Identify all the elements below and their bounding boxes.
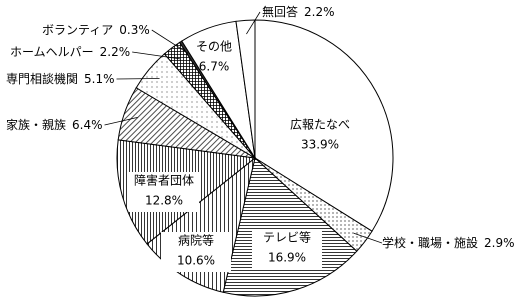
leader-line: [353, 232, 383, 244]
value-label: 16.9%: [268, 251, 306, 265]
slice-label-group: 専門相談機関 5.1%: [6, 71, 115, 86]
slice-label-group: ホームヘルパー 2.2%: [10, 45, 130, 59]
slice-label: その他: [196, 40, 232, 54]
slice-label-group: 学校・職場・施設 2.9%: [382, 235, 515, 250]
slice-label: 病院等: [178, 233, 214, 248]
value-label: 2.9%: [484, 236, 515, 250]
value-label: 33.9%: [301, 138, 339, 152]
slice-label-group: 無回答 2.2%: [262, 4, 335, 19]
value-label: 12.8%: [145, 194, 183, 208]
pie-slice: [254, 19, 394, 232]
value-label: 2.2%: [304, 5, 335, 19]
slice-label: 無回答: [262, 4, 298, 19]
slice-label: 学校・職場・施設: [382, 235, 478, 250]
label-bg: [129, 172, 199, 212]
value-label: 10.6%: [177, 254, 215, 268]
value-label: 2.2%: [100, 45, 131, 59]
slice-label: 専門相談機関: [6, 71, 78, 86]
slice-label: ホームヘルパー: [10, 45, 94, 59]
slice-label: ボランティア: [42, 23, 113, 37]
value-label: 0.3%: [119, 23, 150, 37]
value-label: 6.4%: [72, 118, 103, 132]
leader-line: [151, 29, 189, 54]
slice-label: 家族・親族: [6, 117, 66, 132]
leader-line: [132, 51, 181, 60]
slice-label-group: 家族・親族 6.4%: [6, 117, 103, 132]
value-label: 6.7%: [199, 60, 230, 74]
label-bg: [252, 229, 322, 269]
leader-line: [246, 11, 261, 35]
slice-label: テレビ等: [263, 231, 311, 245]
slice-label-group: ボランティア 0.3%: [42, 23, 150, 37]
label-bg: [161, 232, 231, 272]
slice-label: 広報たなべ: [290, 118, 350, 132]
slice-label: 障害者団体: [134, 173, 194, 188]
value-label: 5.1%: [84, 72, 115, 86]
leader-line: [104, 117, 138, 126]
